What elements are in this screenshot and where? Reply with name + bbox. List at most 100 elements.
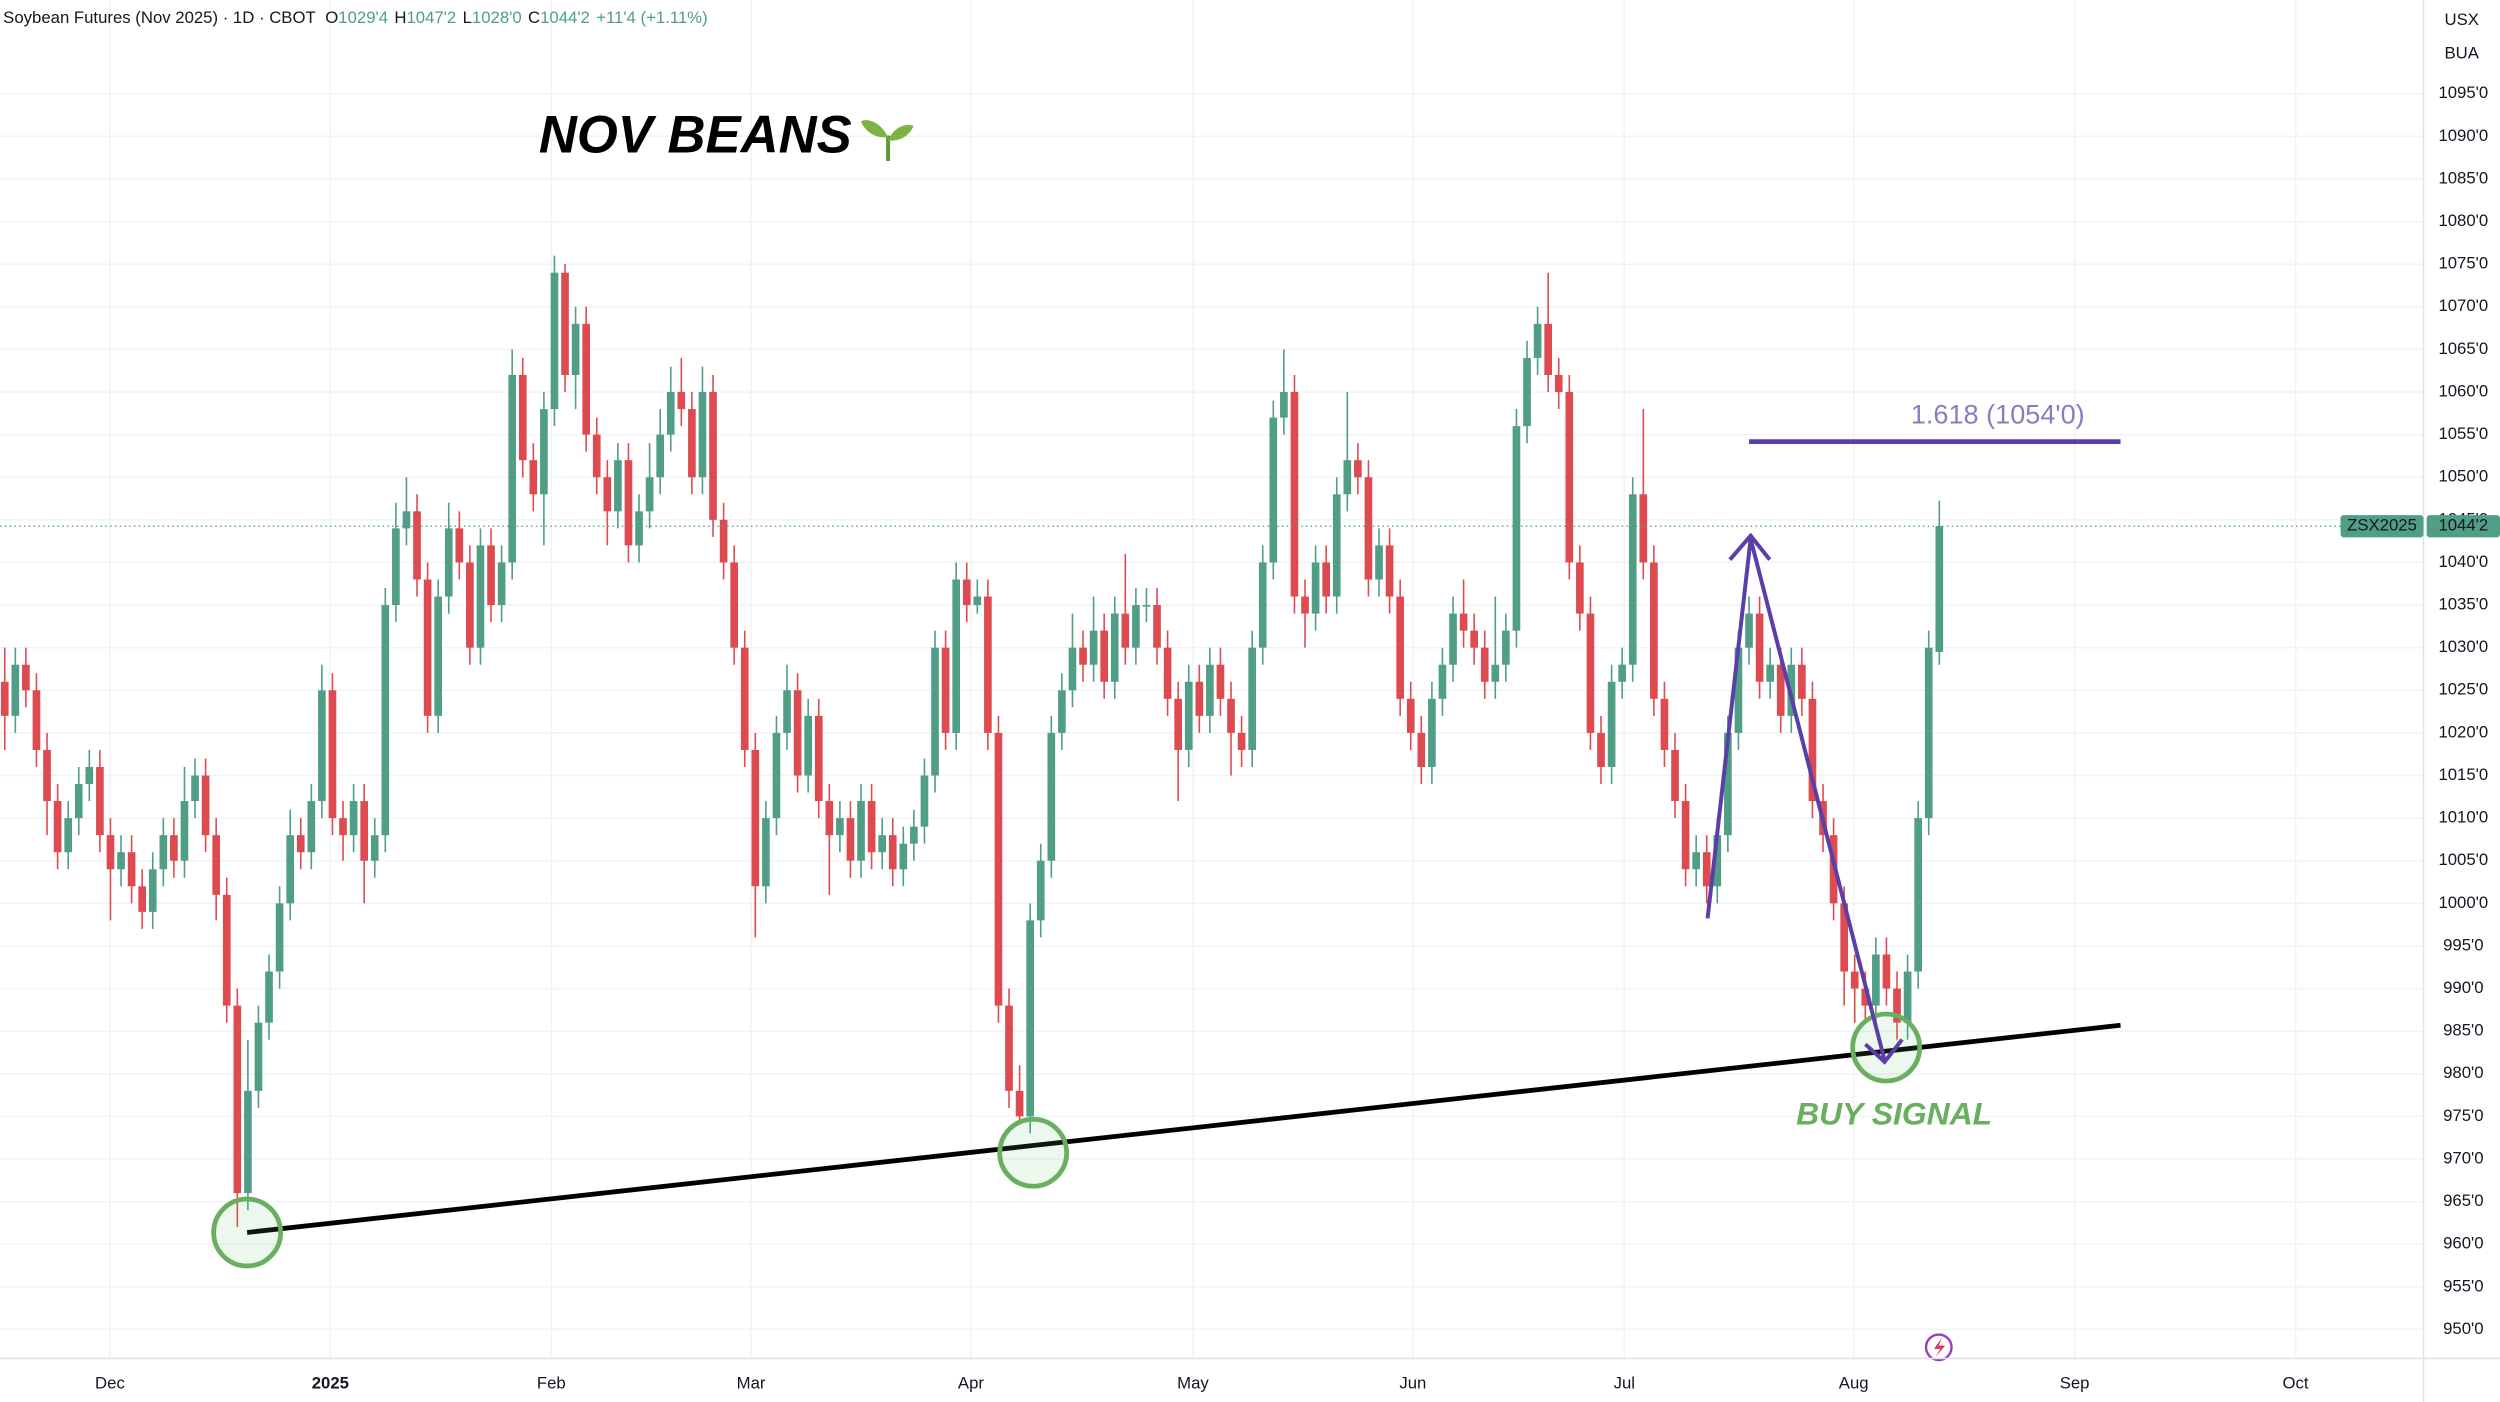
- candle-body: [1385, 545, 1394, 597]
- candle-body: [1713, 835, 1722, 887]
- candle-body: [1121, 613, 1130, 648]
- candle-body: [529, 460, 538, 495]
- candle-body: [476, 545, 485, 648]
- header: Soybean Futures (Nov 2025) · 1D · CBOT O1…: [3, 9, 707, 28]
- candle-body: [1903, 971, 1912, 1023]
- candle-body: [1628, 494, 1637, 665]
- x-tick-label: Aug: [1839, 1373, 1869, 1392]
- candle-body: [1480, 647, 1489, 682]
- candle-body: [1406, 698, 1415, 733]
- candle-body: [582, 323, 591, 435]
- y-tick-label: 1095'0: [2438, 83, 2488, 102]
- ohlc-value: 1044'2: [540, 9, 590, 28]
- currency: USX: [2445, 10, 2479, 29]
- candle-body: [1576, 562, 1584, 614]
- candle-body: [1512, 426, 1521, 631]
- candle-body: [645, 477, 654, 512]
- candle-body: [1079, 647, 1087, 665]
- candle-body: [1026, 920, 1034, 1117]
- symbol-tag: [2340, 515, 2424, 538]
- candle-body: [1776, 664, 1785, 716]
- candle-body: [1248, 647, 1256, 750]
- ohlc-key: H: [394, 9, 406, 28]
- candle-body: [1724, 732, 1732, 836]
- candle-body: [1565, 392, 1574, 563]
- candle-body: [1650, 562, 1658, 699]
- candle-body: [772, 732, 781, 819]
- candle-body: [910, 826, 918, 844]
- candle-body: [1491, 664, 1500, 682]
- change: +11'4 (+1.11%): [596, 9, 707, 28]
- candle-body: [402, 511, 411, 529]
- candle-body: [614, 460, 622, 512]
- candle-body: [1597, 732, 1605, 767]
- candle-body: [804, 715, 813, 776]
- candle-body: [1089, 630, 1098, 665]
- candle-body: [423, 579, 432, 716]
- y-tick-label: 1050'0: [2438, 467, 2488, 486]
- candle-body: [1681, 801, 1690, 870]
- candle-body: [1206, 664, 1214, 716]
- candle-body: [1058, 690, 1066, 733]
- candle-body: [1734, 647, 1743, 733]
- arrow-head: [1864, 1038, 1904, 1065]
- candle-body: [1354, 460, 1362, 478]
- candle-body: [1935, 526, 1944, 652]
- candle-body: [1153, 605, 1161, 648]
- candle-body: [487, 545, 495, 606]
- symbol-label: ZSX2025: [2347, 516, 2417, 535]
- candle-body: [318, 690, 326, 802]
- candle-body: [518, 374, 527, 461]
- x-tick-label: May: [1177, 1373, 1209, 1392]
- y-tick-label: 985'0: [2443, 1021, 2483, 1040]
- candle-body: [0, 681, 9, 716]
- candle-body: [1417, 732, 1426, 767]
- candle-body: [899, 843, 908, 870]
- y-tick-label: 1020'0: [2438, 722, 2488, 741]
- candle-body: [1068, 647, 1077, 691]
- candle-body: [540, 409, 548, 495]
- candle-body: [1311, 562, 1320, 614]
- candle-body: [106, 835, 115, 870]
- candle-body: [1755, 613, 1764, 682]
- candle-body: [64, 818, 73, 853]
- signal-label: BUY SIGNAL: [1796, 1095, 1992, 1131]
- candle-body: [1607, 681, 1616, 767]
- candle-body: [1470, 630, 1478, 648]
- candle-body: [1914, 818, 1922, 972]
- candle-body: [941, 647, 950, 733]
- y-tick-label: 975'0: [2443, 1106, 2483, 1125]
- y-tick-label: 1065'0: [2438, 339, 2488, 358]
- candle-body: [1861, 988, 1870, 1006]
- y-tick-label: 980'0: [2443, 1063, 2483, 1082]
- y-tick-label: 955'0: [2443, 1276, 2483, 1295]
- candle-body: [1163, 647, 1172, 699]
- candle-body: [497, 562, 506, 606]
- candle-body: [984, 596, 992, 733]
- candles: [0, 255, 2424, 1228]
- y-tick-label: 960'0: [2443, 1234, 2483, 1253]
- candle-body: [1132, 605, 1140, 648]
- candle-body: [222, 894, 231, 1006]
- candle-body: [1692, 852, 1700, 870]
- x-tick-label: Oct: [2283, 1373, 2309, 1392]
- candle-body: [307, 801, 316, 853]
- signal-circle: [997, 1116, 1070, 1189]
- candle-body: [212, 835, 221, 895]
- candle-body: [1364, 477, 1373, 580]
- candle-body: [962, 579, 971, 606]
- sprout-icon: [860, 120, 914, 162]
- lightning-icon[interactable]: [1924, 1333, 1953, 1362]
- candle-body: [1216, 664, 1225, 699]
- candle-body: [867, 801, 876, 853]
- y-tick-label: 1030'0: [2438, 637, 2488, 656]
- candle-body: [1047, 732, 1056, 861]
- candle-body: [709, 392, 717, 520]
- candle-body: [931, 647, 939, 776]
- ohlc-value: 1047'2: [406, 9, 456, 28]
- candle-body: [793, 690, 802, 776]
- candle-body: [1533, 323, 1542, 358]
- fib-label: 1.618 (1054'0): [1911, 398, 2085, 429]
- candle-body: [1343, 460, 1352, 495]
- candle-body: [592, 434, 601, 478]
